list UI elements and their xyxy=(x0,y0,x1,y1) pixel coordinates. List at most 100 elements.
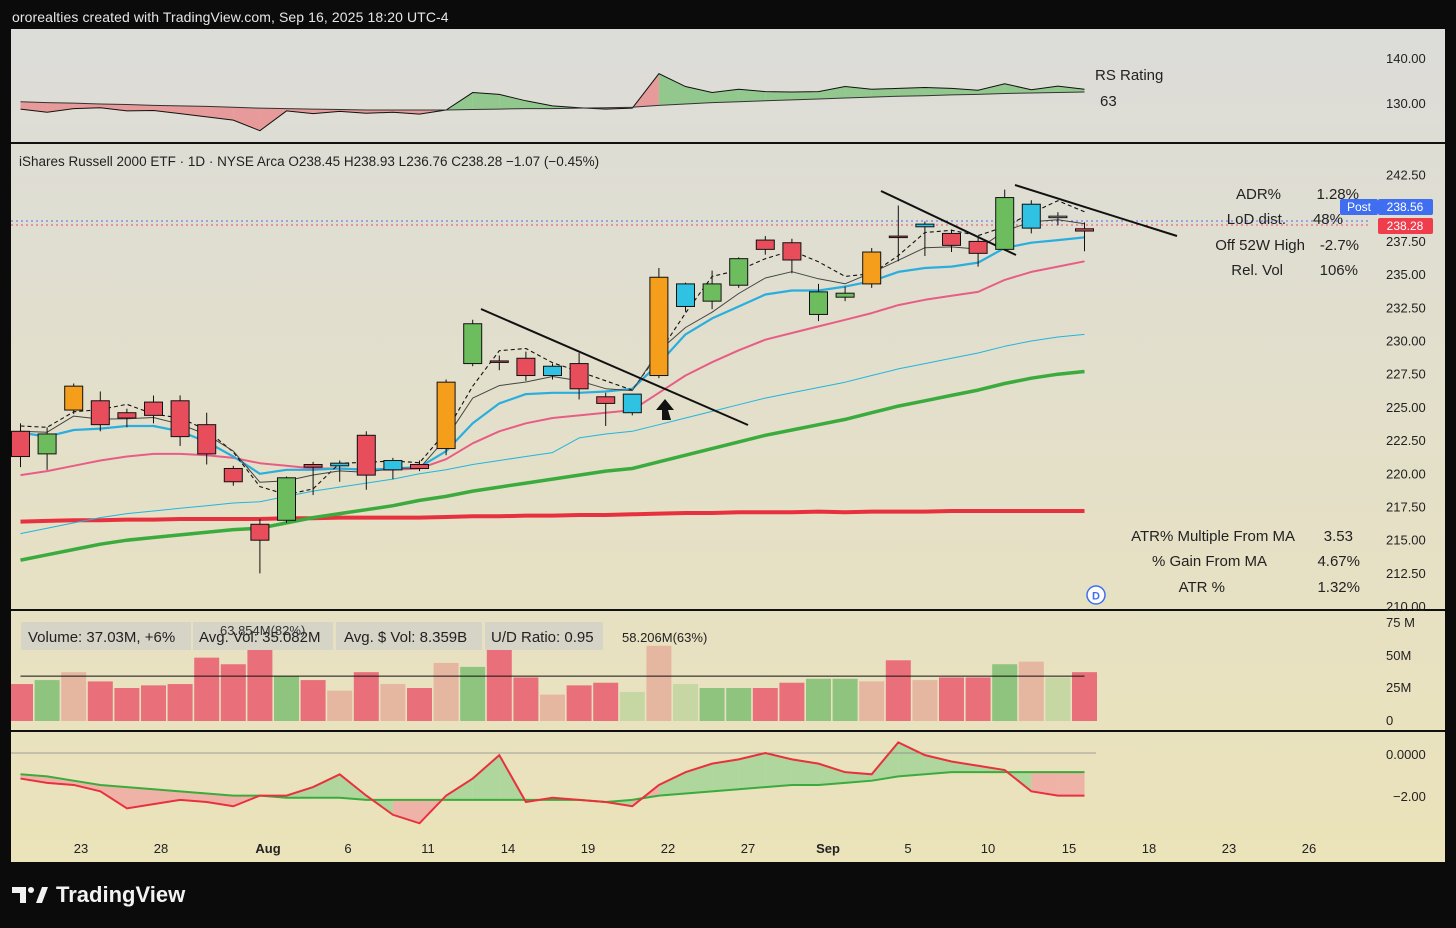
candle-body[interactable] xyxy=(250,523,270,541)
candle-body[interactable] xyxy=(569,363,589,390)
candle-body[interactable] xyxy=(330,462,350,467)
price-axis-tick: 225.00 xyxy=(1386,400,1426,415)
osc-axis-tick: 0.0000 xyxy=(1386,747,1426,762)
candle-body[interactable] xyxy=(729,258,749,286)
candle-body[interactable] xyxy=(1075,228,1094,232)
brand-logo[interactable]: TradingView xyxy=(12,882,185,908)
rs-fill-segment xyxy=(73,103,101,109)
rs-axis-tick: 130.00 xyxy=(1386,96,1426,111)
rs-fill-segment xyxy=(658,73,686,106)
volume-bar xyxy=(859,681,885,721)
sma50-line xyxy=(20,369,1085,562)
candle-body[interactable] xyxy=(516,357,536,377)
trendlines-layer[interactable] xyxy=(480,184,1178,426)
price-axis-tick: 235.00 xyxy=(1386,267,1426,282)
price-axis-tick: 237.50 xyxy=(1386,234,1426,249)
candles-layer[interactable] xyxy=(11,189,1094,574)
osc-fill-segment xyxy=(472,755,500,800)
candle-body[interactable] xyxy=(755,239,775,250)
candle-body[interactable] xyxy=(1048,215,1068,219)
candle-body[interactable] xyxy=(862,251,882,285)
rs-fill-segment xyxy=(286,108,314,114)
candle-body[interactable] xyxy=(968,240,988,254)
candle-body[interactable] xyxy=(543,365,562,377)
trendline-mid-september[interactable] xyxy=(1014,184,1178,237)
candle-body[interactable] xyxy=(117,412,137,419)
candle-body[interactable] xyxy=(915,223,935,228)
candle-body[interactable] xyxy=(356,434,376,476)
time-axis[interactable]: 23 28 Aug 6 11 14 19 22 27 Sep 5 10 15 18 23 26 xyxy=(74,841,1316,856)
stat-label-off-52w-high: Off 52W High xyxy=(1215,237,1305,254)
volume-info-text: Volume: 37.03M, +6% xyxy=(28,629,175,646)
ud-ratio-text: U/D Ratio: 0.95 xyxy=(491,629,594,646)
time-axis-label: Sep xyxy=(816,841,840,856)
candle-body[interactable] xyxy=(596,396,616,404)
candle-body[interactable] xyxy=(410,464,429,469)
price-axis-tick: 232.50 xyxy=(1386,300,1426,315)
volume-bar xyxy=(1045,677,1071,721)
volume-bars-layer xyxy=(11,639,1097,721)
candle-body[interactable] xyxy=(489,360,509,363)
candle-body[interactable] xyxy=(649,276,669,377)
dividend-marker-icon[interactable] xyxy=(1086,585,1106,605)
volume-bar xyxy=(619,691,645,721)
volume-bar xyxy=(274,676,299,721)
avg-vol-box xyxy=(193,622,333,650)
candle-body[interactable] xyxy=(37,433,57,455)
volume-bar xyxy=(114,688,140,721)
candle-body[interactable] xyxy=(782,242,802,261)
rs-fill-segment xyxy=(871,88,899,98)
candle-body[interactable] xyxy=(676,283,695,307)
candle-body[interactable] xyxy=(383,460,403,471)
volume-bar xyxy=(779,682,805,721)
chart-canvas[interactable]: RS Rating 63 140.00 130.00 iShares Russe… xyxy=(11,29,1445,862)
time-axis-label: 5 xyxy=(904,841,911,856)
price-axis-tick: 212.50 xyxy=(1386,566,1426,581)
candle-body[interactable] xyxy=(11,430,30,458)
candle-body[interactable] xyxy=(197,424,217,455)
rs-fill-segment xyxy=(765,91,792,101)
candle-body[interactable] xyxy=(835,292,855,298)
candle-body[interactable] xyxy=(64,385,84,411)
ema21-line xyxy=(20,260,1085,477)
volume-bar xyxy=(167,684,193,721)
time-axis-label: 10 xyxy=(981,841,995,856)
stat-label-atr-multiple: ATR% Multiple From MA xyxy=(1131,528,1295,545)
avg-dollar-vol-box xyxy=(336,622,482,650)
rs-fill-segment xyxy=(233,107,260,131)
volume-bar xyxy=(380,684,406,721)
time-axis-label: 14 xyxy=(501,841,515,856)
rs-fill-segment xyxy=(206,106,234,121)
candle-body[interactable] xyxy=(223,467,243,483)
candle-body[interactable] xyxy=(809,291,828,315)
candle-body[interactable] xyxy=(144,401,163,416)
candle-body[interactable] xyxy=(170,400,190,438)
time-axis-label: 23 xyxy=(74,841,88,856)
stat-label-adr: ADR% xyxy=(1236,186,1281,203)
price-axis-tick: 227.50 xyxy=(1386,367,1426,382)
candle-body[interactable] xyxy=(463,323,483,365)
tradingview-logo-icon xyxy=(12,887,48,903)
candle-body[interactable] xyxy=(888,235,908,239)
osc-fill-segment xyxy=(180,791,207,802)
stat-label-rel-vol: Rel. Vol xyxy=(1231,262,1283,279)
stat-value-lod-dist: 48% xyxy=(1313,211,1343,228)
trendline-early-september[interactable] xyxy=(880,190,1017,256)
candle-body[interactable] xyxy=(622,393,642,414)
candle-body[interactable] xyxy=(995,197,1015,250)
stat-label-atr-percent: ATR % xyxy=(1179,579,1225,596)
candle-body[interactable] xyxy=(1021,203,1041,229)
candle-body[interactable] xyxy=(277,477,296,521)
price-axis[interactable]: 242.50240.00237.50235.00232.50230.00227.… xyxy=(1386,168,1426,615)
candle-body[interactable] xyxy=(702,283,722,302)
trendline-august[interactable] xyxy=(480,308,749,426)
volume-bar xyxy=(885,660,911,721)
candle-body[interactable] xyxy=(942,232,961,246)
volume-bar xyxy=(486,648,512,721)
rs-axis-tick: 140.00 xyxy=(1386,51,1426,66)
volume-bar xyxy=(300,680,326,721)
candle-body[interactable] xyxy=(90,400,110,426)
chart-frame[interactable]: RS Rating 63 140.00 130.00 iShares Russe… xyxy=(11,29,1445,862)
candle-body[interactable] xyxy=(303,464,323,468)
candle-body[interactable] xyxy=(436,381,456,450)
